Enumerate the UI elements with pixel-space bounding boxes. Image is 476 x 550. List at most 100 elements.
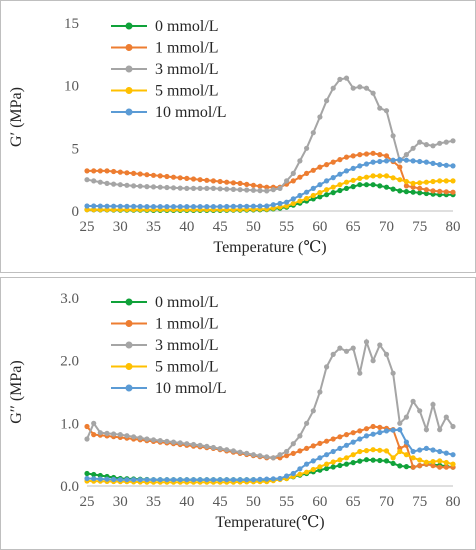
data-point-3-mmol-l [443,139,449,145]
x-tick-label: 75 [412,219,427,235]
data-point-1-mmol-l [337,157,343,163]
data-point-3-mmol-l [197,442,203,448]
data-point-3-mmol-l [131,434,137,440]
data-point-0-mmol-l [370,182,376,188]
data-point-3-mmol-l [210,185,216,191]
data-point-1-mmol-l [324,162,330,168]
data-point-5-mmol-l [363,448,370,454]
data-point-10-mmol-l [244,203,250,209]
data-point-3-mmol-l [383,351,390,357]
data-point-1-mmol-l [310,443,316,449]
x-tick-label: 55 [279,494,294,510]
data-point-10-mmol-l [357,436,363,442]
data-point-5-mmol-l [417,180,423,186]
data-point-3-mmol-l [370,358,376,364]
data-point-3-mmol-l [97,430,103,436]
chart-loss-modulus: 25 30 35 40 45 50 55 60 65 70 75 80 0.0 1.0 2.0 3.0 Temp… [8,291,461,531]
legend-marker-3-mmol-l [125,65,133,73]
data-point-5-mmol-l [337,182,343,188]
data-point-1-mmol-l [97,168,103,174]
data-point-10-mmol-l [144,204,150,210]
data-point-0-mmol-l [324,192,330,198]
data-point-3-mmol-l [104,430,110,436]
data-point-10-mmol-l [417,447,423,453]
series-line-0-mmol-l [86,458,454,481]
data-point-1-mmol-l [343,154,350,160]
data-point-10-mmol-l [297,466,303,472]
legend-label-3-mmol-l: 3 mmol/L [155,337,219,354]
legend-marker-1-mmol-l [125,320,133,327]
data-point-10-mmol-l [403,439,409,445]
data-point-0-mmol-l [343,185,350,191]
x-tick-label: 40 [179,494,194,510]
legend-marker-5-mmol-l [125,87,133,94]
data-point-3-mmol-l [383,108,390,114]
data-point-3-mmol-l [370,90,376,96]
data-point-0-mmol-l [403,464,409,470]
data-point-3-mmol-l [91,178,97,184]
data-point-0-mmol-l [84,470,90,477]
data-point-10-mmol-l [437,448,443,455]
data-point-10-mmol-l [397,427,403,433]
data-point-10-mmol-l [111,476,117,483]
data-point-0-mmol-l [357,182,363,188]
data-point-5-mmol-l [297,471,303,477]
data-point-10-mmol-l [164,477,170,483]
x-tick-label: 80 [446,219,461,235]
data-point-5-mmol-l [310,192,316,199]
data-point-10-mmol-l [417,158,423,165]
data-point-5-mmol-l [437,458,443,464]
data-point-10-mmol-l [157,477,163,483]
data-point-1-mmol-l [343,432,350,438]
data-point-10-mmol-l [124,477,130,483]
data-point-0-mmol-l [350,460,356,466]
y-tick-label: 5 [72,141,80,157]
data-point-5-mmol-l [324,461,330,467]
data-point-5-mmol-l [343,455,350,461]
data-point-1-mmol-l [370,423,376,430]
x-tick-label: 60 [312,219,327,235]
data-point-1-mmol-l [244,181,250,187]
data-point-3-mmol-l [443,414,449,420]
x-tick-label: 25 [80,219,95,235]
data-point-1-mmol-l [237,180,243,186]
data-point-10-mmol-l [144,477,150,483]
y-tick-label: 0.0 [60,479,79,495]
data-point-1-mmol-l [317,440,323,446]
data-point-3-mmol-l [164,184,170,191]
data-point-10-mmol-l [410,448,416,455]
data-point-0-mmol-l [91,471,97,478]
data-point-3-mmol-l [237,187,243,193]
data-point-3-mmol-l [390,370,396,376]
x-tick-label: 55 [279,219,294,235]
data-point-1-mmol-l [330,436,336,442]
data-point-5-mmol-l [377,447,383,453]
data-point-10-mmol-l [257,476,263,482]
data-point-3-mmol-l [343,348,350,354]
data-point-0-mmol-l [383,184,390,190]
data-point-10-mmol-l [117,477,123,483]
data-point-10-mmol-l [350,165,356,171]
legend-label-5-mmol-l: 5 mmol/L [155,359,219,376]
data-point-10-mmol-l [370,431,376,437]
data-point-1-mmol-l [157,173,163,179]
data-point-10-mmol-l [310,458,316,464]
data-point-0-mmol-l [390,186,396,192]
data-point-10-mmol-l [97,203,103,209]
data-point-3-mmol-l [150,184,157,190]
data-point-10-mmol-l [137,203,143,210]
data-point-10-mmol-l [437,162,443,168]
data-point-10-mmol-l [104,203,110,209]
data-point-3-mmol-l [157,184,163,190]
data-point-5-mmol-l [324,187,330,193]
data-point-1-mmol-l [317,164,323,170]
data-point-3-mmol-l [137,435,143,441]
x-tick-label: 50 [246,219,261,235]
data-point-10-mmol-l [244,477,250,483]
data-point-10-mmol-l [423,445,429,451]
data-point-3-mmol-l [350,345,356,351]
data-point-5-mmol-l [343,179,350,185]
data-point-3-mmol-l [277,452,283,458]
data-point-10-mmol-l [390,427,396,433]
data-point-10-mmol-l [224,477,230,483]
